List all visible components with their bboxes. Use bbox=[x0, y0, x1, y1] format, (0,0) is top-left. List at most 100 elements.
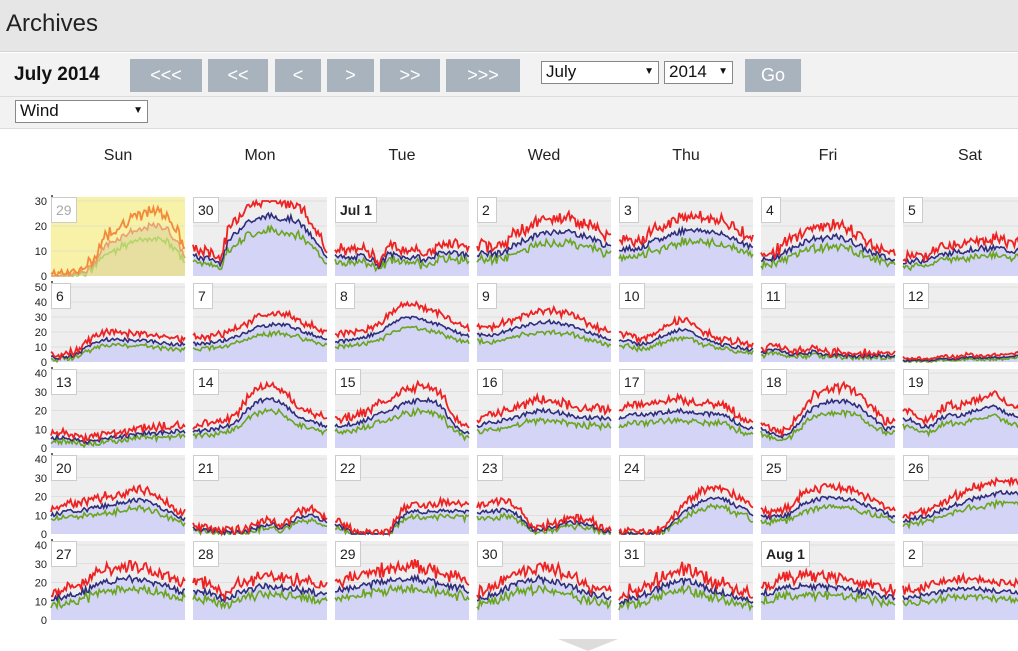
gust-wind-line bbox=[50, 203, 186, 277]
day-number-label[interactable]: 2 bbox=[903, 541, 923, 567]
day-number-label[interactable]: 19 bbox=[903, 369, 929, 395]
mean-wind-line bbox=[334, 315, 470, 345]
mean-wind-line bbox=[476, 228, 612, 259]
day-number-label[interactable]: 27 bbox=[51, 541, 77, 567]
gust-wind-line bbox=[192, 380, 328, 430]
y-tick-label: 10 bbox=[35, 246, 47, 258]
mean-wind-area bbox=[51, 498, 185, 534]
year-select[interactable]: 2014 ▼ bbox=[664, 61, 733, 84]
min-wind-line bbox=[760, 588, 896, 609]
day-number-label[interactable]: 8 bbox=[335, 283, 355, 309]
min-wind-line bbox=[50, 583, 186, 611]
gust-wind-line bbox=[618, 483, 754, 536]
mean-wind-line bbox=[902, 585, 1018, 601]
min-wind-line bbox=[902, 356, 1018, 364]
min-wind-line bbox=[902, 498, 1018, 530]
y-tick-label: 0 bbox=[41, 357, 47, 369]
day-number-label[interactable]: 13 bbox=[51, 369, 77, 395]
gust-wind-line bbox=[618, 314, 754, 349]
month-title: July 2014 bbox=[14, 64, 100, 85]
y-tick-label: 50 bbox=[35, 282, 47, 294]
gust-wind-line bbox=[618, 561, 754, 601]
gust-wind-line bbox=[476, 560, 612, 601]
day-number-label[interactable]: Jul 1 bbox=[335, 197, 377, 223]
y-tick-label: 20 bbox=[35, 406, 47, 418]
day-number-label[interactable]: 29 bbox=[51, 197, 77, 223]
year-select-value: 2014 bbox=[669, 62, 707, 81]
mean-wind-area bbox=[477, 229, 611, 276]
day-number-label[interactable]: Aug 1 bbox=[761, 541, 810, 567]
day-number-label[interactable]: 28 bbox=[193, 541, 219, 567]
mean-wind-line bbox=[902, 243, 1018, 265]
day-number-label[interactable]: 26 bbox=[903, 455, 929, 481]
mean-wind-area bbox=[903, 586, 1018, 620]
y-tick-label: 10 bbox=[35, 510, 47, 522]
forward-month-button[interactable]: >> bbox=[380, 59, 440, 92]
back-week-button[interactable]: < bbox=[275, 59, 321, 92]
metric-select[interactable]: Wind ▼ bbox=[15, 100, 148, 123]
day-number-label[interactable]: 25 bbox=[761, 455, 787, 481]
min-wind-line bbox=[760, 241, 896, 271]
gust-wind-line bbox=[476, 209, 612, 253]
mean-wind-area bbox=[51, 337, 185, 362]
go-button[interactable]: Go bbox=[745, 59, 801, 92]
day-number-label[interactable]: 10 bbox=[619, 283, 645, 309]
day-number-label[interactable]: 30 bbox=[193, 197, 219, 223]
min-wind-line bbox=[334, 583, 470, 604]
forward-week-button[interactable]: > bbox=[327, 59, 374, 92]
day-number-label[interactable]: 14 bbox=[193, 369, 219, 395]
month-select[interactable]: July ▼ bbox=[541, 61, 659, 84]
day-number-label[interactable]: 3 bbox=[619, 197, 639, 223]
mean-wind-line bbox=[902, 404, 1018, 430]
day-number-label[interactable]: 2 bbox=[477, 197, 497, 223]
mean-wind-area bbox=[761, 583, 895, 620]
gust-wind-line bbox=[902, 390, 1018, 426]
mean-wind-area bbox=[51, 575, 185, 620]
day-number-label[interactable]: 17 bbox=[619, 369, 645, 395]
back-year-button[interactable]: <<< bbox=[130, 59, 202, 92]
day-number-label[interactable]: 18 bbox=[761, 369, 787, 395]
mean-wind-line bbox=[51, 221, 186, 278]
forward-year-button[interactable]: >>> bbox=[446, 59, 520, 92]
day-number-label[interactable]: 23 bbox=[477, 455, 503, 481]
gust-wind-line bbox=[334, 237, 470, 269]
mean-wind-line bbox=[902, 354, 1018, 363]
day-number-label[interactable]: 4 bbox=[761, 197, 781, 223]
day-number-label[interactable]: 20 bbox=[51, 455, 77, 481]
dropdown-arrow-icon: ▼ bbox=[718, 66, 728, 77]
y-tick-label: 40 bbox=[35, 540, 47, 552]
mean-wind-line bbox=[760, 232, 896, 263]
gust-wind-line bbox=[192, 309, 328, 343]
gust-wind-line bbox=[760, 380, 896, 437]
gust-wind-line bbox=[902, 350, 1018, 361]
gust-wind-line bbox=[50, 327, 186, 362]
mean-wind-line bbox=[476, 318, 612, 341]
mean-wind-line bbox=[192, 397, 328, 435]
day-number-label[interactable]: 7 bbox=[193, 283, 213, 309]
mean-wind-line bbox=[334, 508, 470, 536]
day-number-label[interactable]: 21 bbox=[193, 455, 219, 481]
day-number-label[interactable]: 15 bbox=[335, 369, 361, 395]
day-number-label[interactable]: 12 bbox=[903, 283, 929, 309]
day-number-label[interactable]: 5 bbox=[903, 197, 923, 223]
back-month-button[interactable]: << bbox=[208, 59, 268, 92]
day-number-label[interactable]: 30 bbox=[477, 541, 503, 567]
day-number-label[interactable]: 6 bbox=[51, 283, 71, 309]
day-number-label[interactable]: 16 bbox=[477, 369, 503, 395]
mean-wind-area bbox=[619, 328, 753, 362]
mean-wind-area bbox=[193, 322, 327, 362]
min-wind-line bbox=[334, 325, 470, 350]
day-number-label[interactable]: 24 bbox=[619, 455, 645, 481]
scroll-down-icon[interactable] bbox=[558, 639, 618, 651]
day-number-label[interactable]: 11 bbox=[761, 283, 786, 309]
min-wind-line bbox=[902, 249, 1018, 272]
mean-wind-line bbox=[50, 497, 186, 522]
y-tick-label: 30 bbox=[35, 312, 47, 324]
gust-wind-line bbox=[476, 391, 612, 424]
day-number-label[interactable]: 31 bbox=[619, 541, 645, 567]
mean-wind-line bbox=[192, 211, 328, 268]
day-number-label[interactable]: 9 bbox=[477, 283, 497, 309]
day-number-label[interactable]: 22 bbox=[335, 455, 361, 481]
min-wind-line bbox=[334, 513, 470, 536]
day-number-label[interactable]: 29 bbox=[335, 541, 361, 567]
